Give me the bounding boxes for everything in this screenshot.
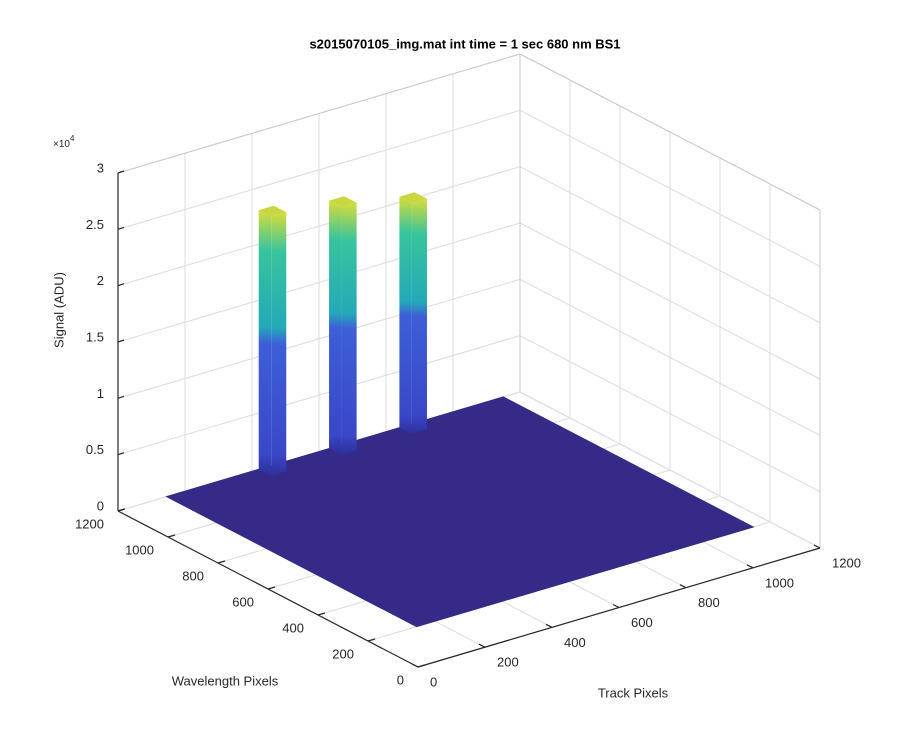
y-tick bbox=[317, 612, 326, 616]
grid-line bbox=[117, 109, 521, 230]
y-tick bbox=[217, 560, 226, 564]
peak-front bbox=[411, 198, 427, 435]
y-tick bbox=[167, 534, 176, 538]
peak-side bbox=[329, 200, 342, 456]
z-tick-label: 0 bbox=[97, 498, 104, 513]
y-tick-label: 1000 bbox=[125, 542, 154, 557]
z-tick-label: 0.5 bbox=[86, 442, 104, 457]
x-tick-label: 1000 bbox=[765, 575, 794, 590]
grid-line bbox=[117, 278, 521, 399]
x-tick bbox=[679, 584, 687, 589]
grid-line bbox=[519, 278, 821, 436]
peak bbox=[258, 205, 287, 476]
box-edge bbox=[117, 53, 521, 174]
y-tick-label: 200 bbox=[332, 646, 354, 661]
x-tick-label: 400 bbox=[564, 635, 586, 650]
y-tick bbox=[367, 638, 376, 642]
x-tick bbox=[411, 663, 419, 668]
peak-top bbox=[399, 192, 427, 204]
z-tick-label: 2.5 bbox=[86, 217, 104, 232]
peak bbox=[329, 196, 357, 456]
grid-line bbox=[519, 166, 821, 324]
z-tick-label: 2 bbox=[97, 273, 104, 288]
box-edge bbox=[519, 53, 821, 211]
x-tick bbox=[545, 623, 553, 628]
peak-front bbox=[341, 202, 357, 456]
z-tick bbox=[117, 283, 125, 287]
x-tick-label: 600 bbox=[631, 615, 653, 630]
y-tick-label: 600 bbox=[232, 594, 254, 609]
surface-floor bbox=[165, 396, 755, 628]
grid-line bbox=[519, 222, 821, 380]
z-tick bbox=[117, 339, 125, 343]
grid-line bbox=[117, 335, 521, 456]
x-tick-label: 1200 bbox=[832, 555, 861, 570]
grid-line bbox=[519, 335, 821, 493]
z-multiplier: ×104 bbox=[53, 134, 75, 150]
y-tick-label: 1200 bbox=[75, 516, 104, 531]
grid-line bbox=[117, 166, 521, 287]
z-tick-label: 3 bbox=[97, 160, 104, 175]
z-tick bbox=[117, 395, 125, 399]
x-tick-label: 0 bbox=[430, 674, 437, 689]
x-tick bbox=[746, 564, 754, 569]
peak bbox=[399, 192, 427, 435]
y-tick bbox=[267, 586, 276, 590]
peak-top bbox=[258, 205, 287, 217]
peak-side bbox=[258, 210, 272, 476]
z-axis-label: Signal (ADU) bbox=[51, 272, 66, 348]
y-tick bbox=[417, 664, 426, 668]
peak-side bbox=[399, 196, 412, 435]
chart-title: s2015070105_img.mat int time = 1 sec 680… bbox=[309, 36, 620, 51]
x-tick bbox=[813, 544, 821, 549]
z-tick bbox=[117, 452, 125, 456]
x-tick-label: 200 bbox=[497, 655, 519, 670]
x-tick-label: 800 bbox=[698, 595, 720, 610]
y-tick-label: 400 bbox=[282, 620, 304, 635]
z-multiplier-base: ×10 bbox=[53, 139, 70, 150]
peak-top bbox=[329, 196, 357, 208]
x-tick bbox=[612, 603, 620, 609]
y-tick-label: 0 bbox=[397, 672, 404, 687]
grid-line bbox=[117, 222, 521, 343]
peak-front bbox=[271, 212, 287, 476]
z-multiplier-exponent: 4 bbox=[70, 134, 75, 143]
z-tick-label: 1 bbox=[97, 386, 104, 401]
y-tick-label: 800 bbox=[182, 568, 204, 583]
z-tick bbox=[117, 226, 125, 230]
grid-line bbox=[519, 109, 821, 267]
x-axis-label: Track Pixels bbox=[598, 685, 669, 700]
y-axis-label: Wavelength Pixels bbox=[172, 673, 279, 688]
y-tick bbox=[117, 508, 126, 512]
z-tick bbox=[117, 170, 125, 174]
grid-line bbox=[519, 391, 821, 549]
z-tick-label: 1.5 bbox=[86, 329, 104, 344]
x-tick bbox=[478, 643, 486, 648]
